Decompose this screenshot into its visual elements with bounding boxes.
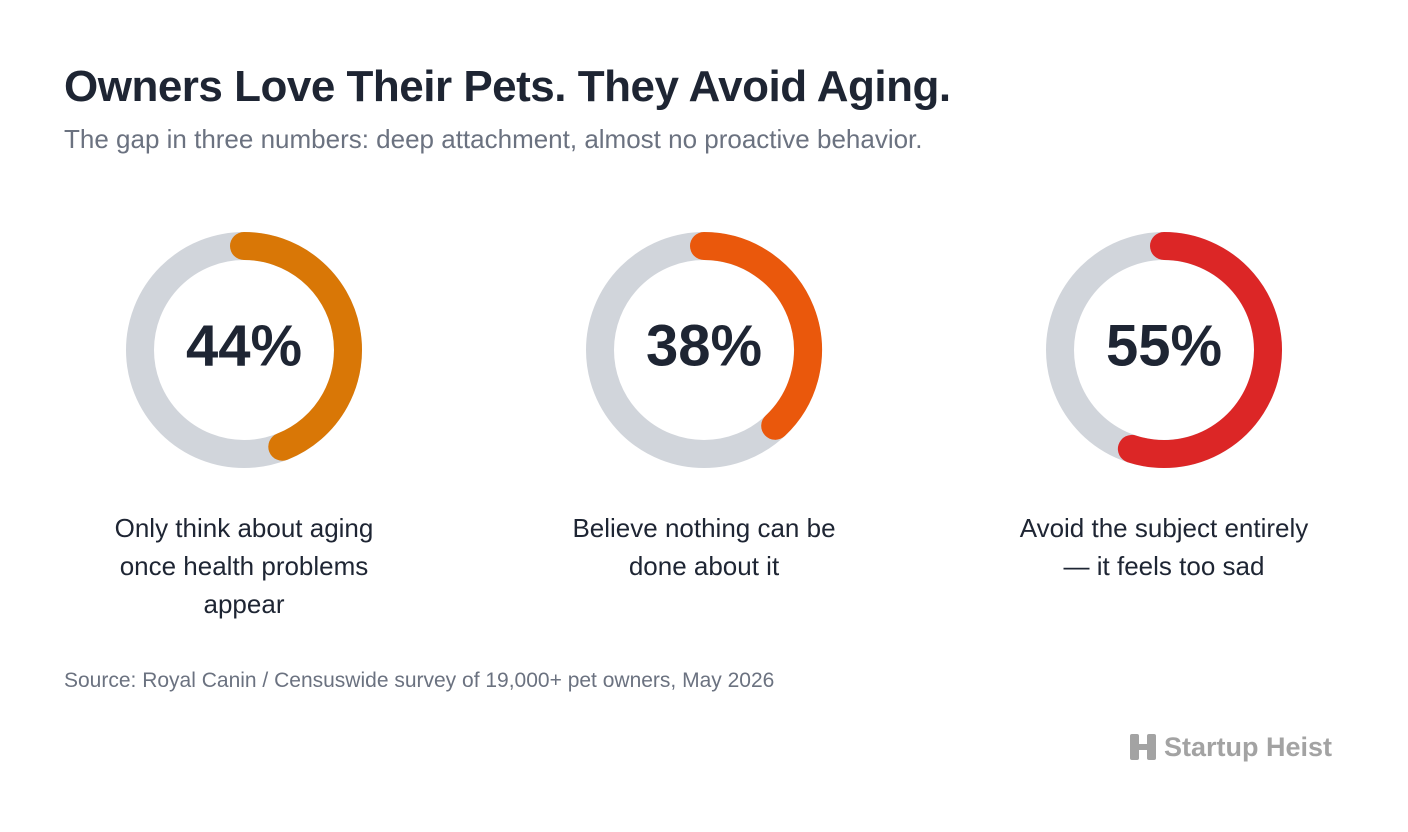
donut-arc [1117,232,1282,468]
value-label: 44% [186,314,302,379]
donut-arc [230,232,362,461]
donut-caption: Avoid the subject entirely — it feels to… [1019,513,1309,581]
title: Owners Love Their Pets. They Avoid Aging… [64,62,951,111]
value-label: 55% [1106,314,1222,379]
brand: Startup Heist [1164,732,1333,762]
donut-charts: 44% 38% 55% [126,232,1282,468]
brand-logo [1130,734,1156,760]
value-label: 38% [646,314,762,379]
donut-arc [690,232,822,440]
donut-caption: Believe nothing can be done about it [572,513,836,581]
donut-caption: Only think about aging once health probl… [114,513,374,619]
source: Source: Royal Canin / Censuswide survey … [64,669,775,692]
subtitle: The gap in three numbers: deep attachmen… [64,124,923,154]
